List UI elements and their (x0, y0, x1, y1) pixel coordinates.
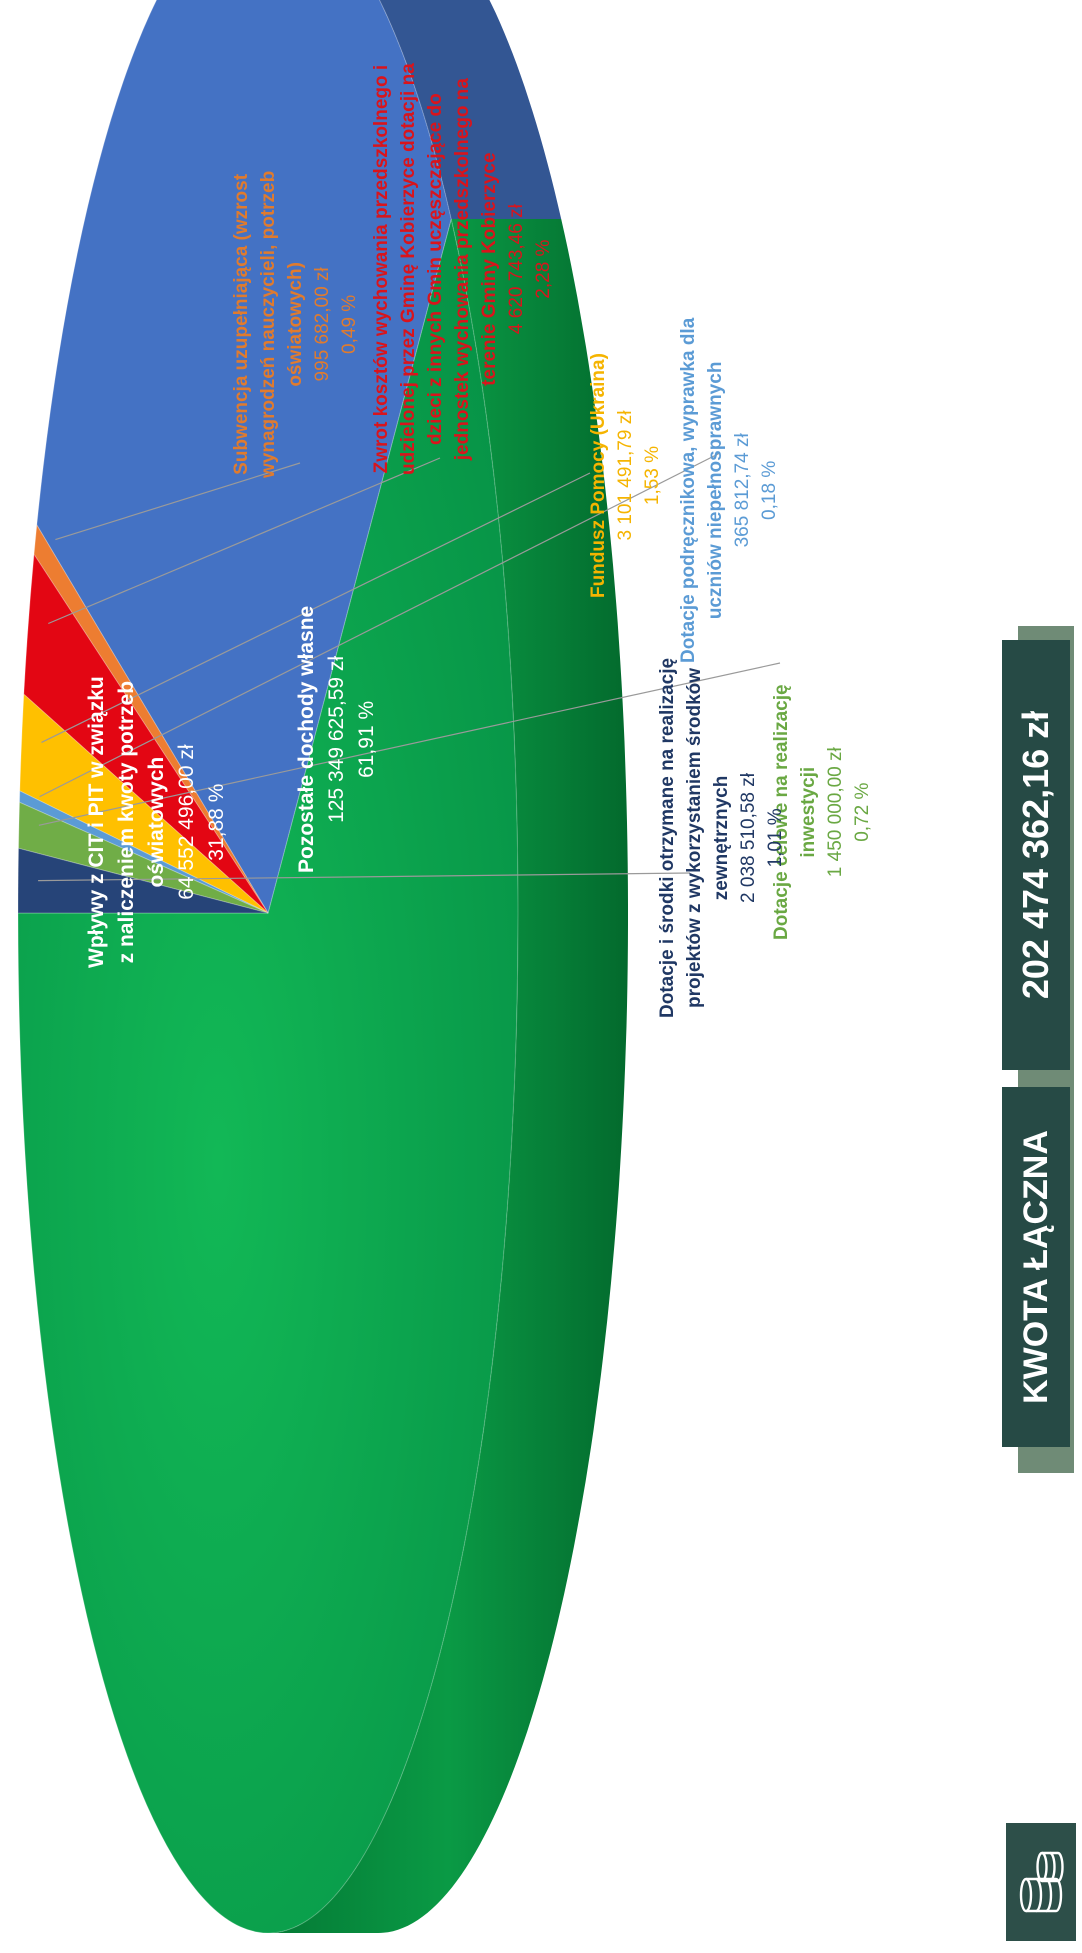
label-podrecznik-amount: 365 812,74 zł (732, 433, 753, 548)
label-wplywy: Wpływy z CIT i PIT w związku z naliczeni… (82, 676, 232, 968)
label-zwrot-amount: 4 620 743,46 zł (506, 204, 527, 335)
label-fundusz-percent: 1,53 % (642, 445, 663, 506)
label-zwrot-name-1: Zwrot kosztów wychowania przedszkolnego … (371, 64, 392, 474)
label-subwencja: Subwencja uzupełniająca (wzrost wynagrod… (228, 171, 363, 478)
label-pozostale-name: Pozostałe dochody własne (295, 605, 318, 873)
pie-slice-4 (23, 552, 269, 914)
label-zwrot: Zwrot kosztów wychowania przedszkolnego … (368, 63, 557, 475)
label-projekty-amount: 2 038 510,58 zł (738, 772, 759, 903)
pie-slice-7 (17, 801, 269, 914)
label-projekty-name-3: zewnętrznych (711, 775, 732, 901)
pie-side-2 (268, 0, 562, 219)
label-subwencja-name-3: oświatowych) (285, 262, 306, 387)
coins-icon-graphic (1019, 1851, 1064, 1913)
summary-value-box: 202 474 362,16 zł (1002, 640, 1070, 1070)
pie-slice-3 (33, 523, 269, 914)
label-wplywy-name-2: z naliczeniem kwoty potrzeb (115, 680, 138, 964)
label-podrecznik-name-1: Dotacje podręcznikowa, wyprawka dla (678, 317, 699, 663)
summary-label: KWOTA ŁĄCZNA (1016, 1130, 1055, 1404)
label-subwencja-percent: 0,49 % (339, 294, 360, 354)
label-fundusz: Fundusz Pomocy (Ukraina) 3 101 491,79 zł… (585, 353, 666, 598)
label-wplywy-amount: 64 552 496,00 zł (175, 744, 198, 900)
summary-label-box: KWOTA ŁĄCZNA (1002, 1087, 1070, 1447)
pie-slice-6 (18, 790, 269, 914)
pie-slice-8 (17, 847, 269, 914)
label-celowe-percent: 0,72 % (852, 782, 873, 842)
label-zwrot-name-4: jednostek wychowania przedszkolnego na (452, 78, 473, 461)
label-pozostale-amount: 125 349 625,59 zł (325, 655, 348, 823)
leader-line-5 (41, 472, 591, 743)
pie-slice-1 (17, 218, 519, 1934)
label-subwencja-amount: 995 682,00 zł (312, 267, 333, 382)
label-zwrot-name-3: dzieci z innych Gmin uczęszczające do (425, 93, 446, 445)
label-projekty-percent: 1,01 % (765, 808, 786, 868)
label-zwrot-percent: 2,28 % (533, 239, 554, 299)
leader-line-3 (55, 462, 301, 541)
label-subwencja-name-2: wynagrodzeń nauczycieli, potrzeb (258, 170, 279, 478)
label-subwencja-name-1: Subwencja uzupełniająca (wzrost (231, 173, 252, 475)
coins-stack-icon (1006, 1823, 1076, 1941)
summary-value: 202 474 362,16 zł (1015, 710, 1056, 1000)
label-celowe-name-2: inwestycji (798, 766, 819, 858)
label-zwrot-name-5: terenie Gminy Kobierzyce (479, 152, 500, 386)
leader-line-8 (38, 872, 691, 882)
pie-slice-2 (36, 0, 452, 915)
label-celowe-amount: 1 450 000,00 zł (825, 747, 846, 878)
label-podrecznik-percent: 0,18 % (759, 460, 780, 520)
label-wplywy-name-3: oświatowych (145, 756, 168, 888)
label-wplywy-name-1: Wpływy z CIT i PIT w związku (85, 676, 108, 968)
label-projekty-name-1: Dotacje i środki otrzymane na realizację (657, 657, 678, 1018)
label-podrecznik: Dotacje podręcznikowa, wyprawka dla uczn… (675, 318, 783, 663)
leader-line-4 (48, 457, 441, 625)
label-podrecznik-name-2: uczniów niepełnosprawnych (705, 361, 726, 620)
label-zwrot-name-2: udzielonej przez Gminę Kobierzyce dotacj… (398, 63, 419, 475)
label-projekty-name-2: projektów z wykorzystaniem środków (684, 667, 705, 1008)
label-pozostale: Pozostałe dochody własne 125 349 625,59 … (292, 606, 382, 873)
leader-line-6 (39, 452, 721, 798)
label-pozostale-percent: 61,91 % (355, 700, 378, 778)
pie-side-1 (268, 219, 628, 1933)
label-fundusz-name: Fundusz Pomocy (Ukraina) (588, 353, 609, 598)
label-projekty: Dotacje i środki otrzymane na realizację… (654, 658, 789, 1018)
pie-slice-5 (19, 693, 269, 914)
label-fundusz-amount: 3 101 491,79 zł (615, 410, 636, 541)
label-wplywy-percent: 31,88 % (205, 783, 228, 861)
leader-line-7 (38, 662, 781, 826)
